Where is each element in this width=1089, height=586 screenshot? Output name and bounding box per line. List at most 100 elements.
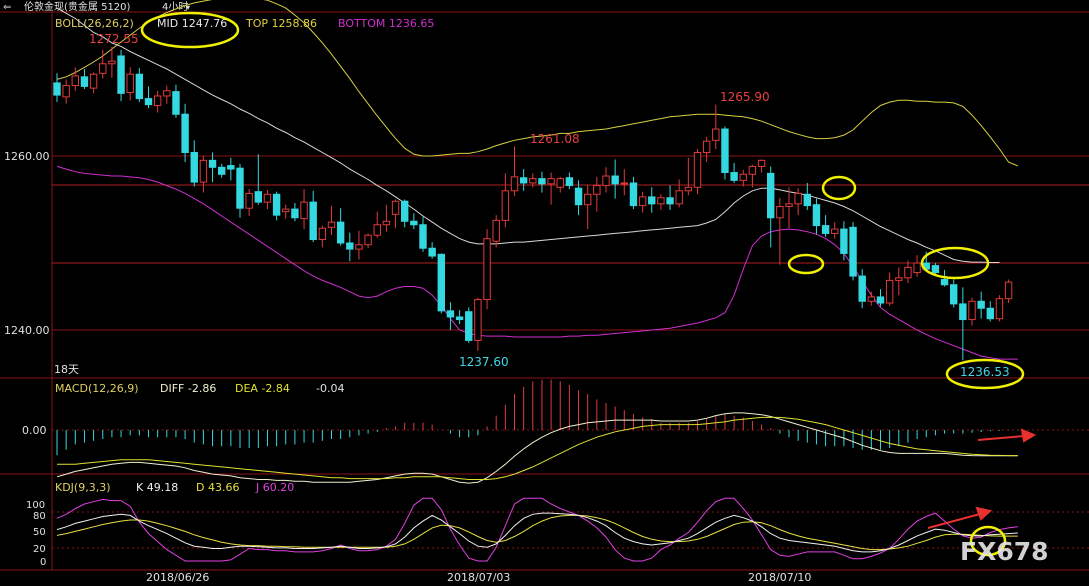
kdj-k-label: K 49.18 [136, 481, 178, 494]
candle-body [254, 191, 263, 203]
candle-body [885, 279, 894, 304]
candle-body [739, 173, 747, 181]
candle-body [702, 140, 711, 154]
candle-body [181, 113, 189, 154]
candle-body [227, 165, 235, 170]
candle-body [437, 253, 446, 312]
kdj-arrow-head [975, 506, 993, 521]
kdj-d-line [56, 514, 1018, 551]
kdj-tick-100: 100 [26, 500, 45, 511]
candle-body [776, 205, 784, 219]
boll-bottom-line [56, 165, 1018, 360]
candle-body [373, 224, 381, 236]
candle-body [529, 178, 537, 184]
candle-body [959, 303, 967, 321]
candle-body [712, 128, 720, 141]
boll-legend: BOLL(26,26,2) MID 1247.76 TOP 1258.86 BO… [55, 17, 434, 30]
back-icon[interactable]: ⇐ [3, 2, 11, 13]
candle-body [931, 265, 940, 274]
candle-body [199, 159, 208, 183]
candle-body [501, 190, 510, 221]
date-tick-0703: 2018/07/03 [447, 571, 510, 584]
candle-body [336, 221, 345, 244]
macd-arrow [977, 435, 1025, 441]
candle-body [483, 238, 491, 301]
candle-body [99, 63, 107, 74]
timeframe-dropdown-icon[interactable]: ▾ [186, 3, 190, 12]
candle-body [584, 193, 592, 206]
macd-plot [56, 379, 1019, 484]
candle-body [428, 247, 436, 257]
candle-body [282, 208, 290, 213]
candle-body [821, 225, 830, 234]
candle-body [831, 228, 839, 234]
candle-body [940, 279, 949, 286]
candle-body [556, 178, 564, 188]
highlight-mid-label [140, 11, 240, 49]
candle-body [163, 90, 171, 97]
macd-dea-label: DEA -2.84 [235, 382, 290, 395]
annotation-high-3: 1265.90 [720, 90, 770, 104]
candle-body [263, 193, 272, 203]
highlight-kdj-cross [969, 525, 1007, 557]
candle-body [419, 224, 427, 249]
trend-arrows [927, 428, 1037, 529]
boll-top-label: TOP 1258.86 [245, 17, 317, 30]
candle-body [465, 311, 473, 341]
candle-body [693, 152, 702, 188]
title-bar: ⇐ 伦敦金现(贵金属 5120) 4小时 ▾ [3, 0, 190, 13]
candle-body [401, 200, 409, 222]
macd-arrow-head [1020, 428, 1037, 443]
candle-body [666, 197, 674, 205]
kdj-d-label: D 43.66 [196, 481, 239, 494]
candle-body [767, 172, 775, 219]
watermark: FX678 [960, 537, 1049, 566]
candle-body [208, 159, 217, 168]
candle-body [172, 91, 180, 115]
kdj-tick-50: 50 [33, 527, 46, 538]
candle-body [1004, 281, 1013, 300]
candle-body [574, 187, 583, 206]
candle-body [565, 177, 574, 187]
candle-body [757, 159, 766, 167]
candle-body [62, 85, 70, 98]
candle-body [876, 296, 885, 304]
candle-body [748, 165, 757, 175]
candle-body [135, 73, 144, 100]
macd-diff-label: DIFF -2.86 [160, 382, 216, 395]
candle-body [648, 196, 656, 205]
period-label: 18天 [54, 363, 79, 376]
annotation-low-2: 1236.53 [960, 365, 1010, 379]
timeframe-selector[interactable]: 4小时 [162, 1, 188, 13]
candle-body [153, 95, 162, 107]
candles [53, 46, 1013, 361]
boll-top-line [56, 0, 1018, 167]
macd-hist-label: -0.04 [316, 382, 344, 395]
candle-body [89, 73, 98, 89]
candle-body [455, 316, 464, 321]
highlights [140, 11, 1025, 557]
candle-body [675, 190, 683, 205]
candle-body [593, 185, 601, 195]
candle-body [794, 192, 802, 205]
candle-body [144, 98, 153, 106]
candle-body [71, 75, 79, 87]
candle-body [410, 220, 418, 226]
candle-body [126, 73, 134, 93]
candle-body [803, 193, 811, 207]
candle-body [346, 242, 354, 250]
kdj-tick-80: 80 [33, 511, 46, 522]
candle-body [547, 178, 555, 185]
candle-body [730, 172, 738, 181]
candle-body [657, 197, 665, 205]
candle-body [391, 200, 400, 215]
candle-body [785, 203, 793, 207]
candle-body [611, 175, 619, 185]
candle-body [895, 277, 903, 281]
date-tick-0626: 2018/06/26 [146, 571, 209, 584]
kdj-arrow [927, 513, 981, 529]
macd-dea-line [57, 416, 1018, 480]
candle-body [849, 226, 857, 277]
annotation-high-1: 1272.55 [89, 32, 139, 46]
